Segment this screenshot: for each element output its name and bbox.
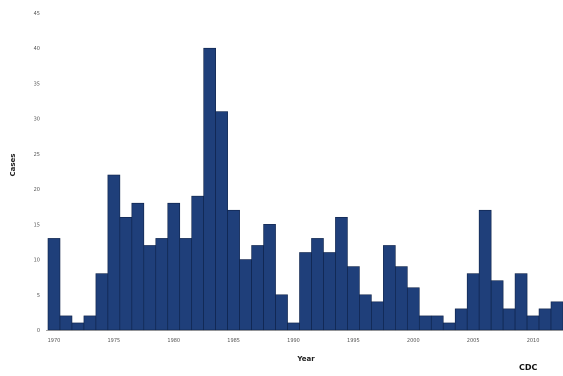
bar-1996 [359, 294, 372, 331]
y-axis-ticks: 0 5 10 15 20 25 30 35 40 45 [34, 11, 40, 334]
bar-2001 [418, 315, 432, 331]
bar-1971 [59, 315, 73, 331]
bar-1981 [179, 238, 193, 331]
x-axis-ticks: 1970 1975 1980 1985 1990 1995 2000 2005 2010 [48, 338, 540, 344]
bar-2004 [454, 308, 468, 331]
y-tick-label: 5 [37, 293, 40, 299]
x-tick-label: 2010 [527, 338, 540, 344]
bar-2003 [442, 322, 456, 331]
bar-2011 [538, 308, 552, 331]
y-tick-label: 35 [34, 81, 40, 87]
bar-1985 [227, 209, 240, 331]
bar-1990 [287, 322, 300, 331]
bar-2009 [514, 273, 528, 331]
bar-1976 [119, 216, 133, 331]
bar-1975 [107, 174, 121, 331]
bar-1989 [275, 294, 288, 331]
x-tick-label: 1995 [347, 338, 360, 344]
bar-2000 [406, 287, 420, 331]
bar-2008 [502, 308, 516, 331]
x-axis-title: Year [296, 355, 315, 363]
bar-1983 [203, 47, 216, 331]
bar-1992 [311, 238, 324, 331]
y-axis-title: Cases [9, 154, 17, 177]
bar-2005 [466, 273, 480, 331]
bar-1997 [371, 301, 384, 331]
bar-1999 [395, 266, 408, 331]
y-tick-label: 30 [34, 117, 40, 123]
y-tick-label: 45 [34, 11, 40, 17]
bar-2010 [526, 315, 540, 331]
bar-1973 [83, 315, 97, 331]
y-tick-label: 0 [37, 328, 40, 334]
x-tick-label: 1970 [48, 338, 61, 344]
x-tick-label: 2005 [467, 338, 480, 344]
bar-1984 [215, 111, 228, 331]
x-tick-label: 1980 [167, 338, 180, 344]
source-credit: CDC [519, 363, 538, 372]
bar-1998 [383, 245, 396, 331]
bar-1994 [335, 216, 348, 331]
y-tick-label: 20 [34, 187, 40, 193]
bar-2006 [478, 209, 492, 331]
x-tick-label: 1990 [287, 338, 300, 344]
y-tick-label: 15 [34, 222, 40, 228]
bar-1987 [251, 245, 264, 331]
bar-1993 [323, 252, 336, 331]
bar-1988 [263, 224, 276, 331]
x-tick-label: 1985 [227, 338, 240, 344]
bar-1991 [299, 252, 312, 331]
bar-1970 [47, 238, 61, 331]
bars [47, 47, 563, 331]
bar-2007 [490, 280, 504, 331]
bar-2012 [550, 301, 563, 331]
bar-1974 [95, 273, 109, 331]
bar-1972 [71, 322, 85, 331]
bar-1980 [167, 202, 181, 331]
bar-1979 [155, 238, 169, 331]
bar-1995 [347, 266, 360, 331]
y-tick-label: 10 [34, 258, 40, 264]
y-tick-label: 25 [34, 152, 40, 158]
x-tick-label: 1975 [108, 338, 121, 344]
x-tick-label: 2000 [407, 338, 420, 344]
bar-1978 [143, 245, 157, 331]
bar-1986 [239, 259, 252, 331]
y-tick-label: 40 [34, 46, 40, 52]
bar-1977 [131, 202, 145, 331]
bar-1982 [191, 195, 205, 331]
bar-2002 [430, 315, 444, 331]
